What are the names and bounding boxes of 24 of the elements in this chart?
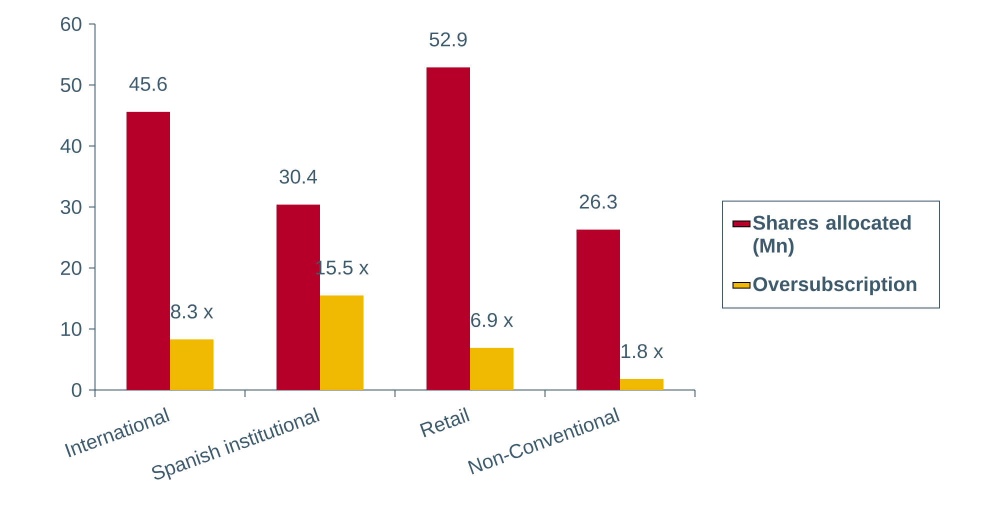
data-label: 26.3	[580, 194, 617, 209]
bar	[320, 295, 364, 390]
bar	[620, 379, 664, 390]
y-tick-label: 30	[60, 200, 82, 214]
bar	[170, 339, 214, 390]
legend-label: Shares allocated (Mn)	[753, 215, 911, 257]
legend-label: Oversubscription	[753, 276, 916, 296]
bar	[126, 112, 170, 390]
y-tick-label: 0	[72, 382, 82, 398]
y-tick-label: 60	[61, 16, 82, 32]
y-tick-label: 20	[60, 260, 82, 276]
y-tick-label: 10	[62, 322, 82, 336]
y-tick-label: 50	[60, 78, 82, 92]
data-label: 6.9 x	[471, 312, 514, 328]
y-tick-label: 40	[60, 138, 82, 154]
data-label: 52.9	[430, 32, 467, 46]
data-label: 30.4	[280, 170, 318, 184]
bar	[470, 348, 514, 390]
bar	[576, 230, 620, 390]
x-tick-label: Retail	[420, 407, 470, 438]
bar	[426, 67, 470, 390]
data-label: 1.8 x	[622, 344, 664, 358]
data-label: 8.3 x	[171, 304, 214, 319]
data-label: 45.6	[129, 76, 167, 91]
